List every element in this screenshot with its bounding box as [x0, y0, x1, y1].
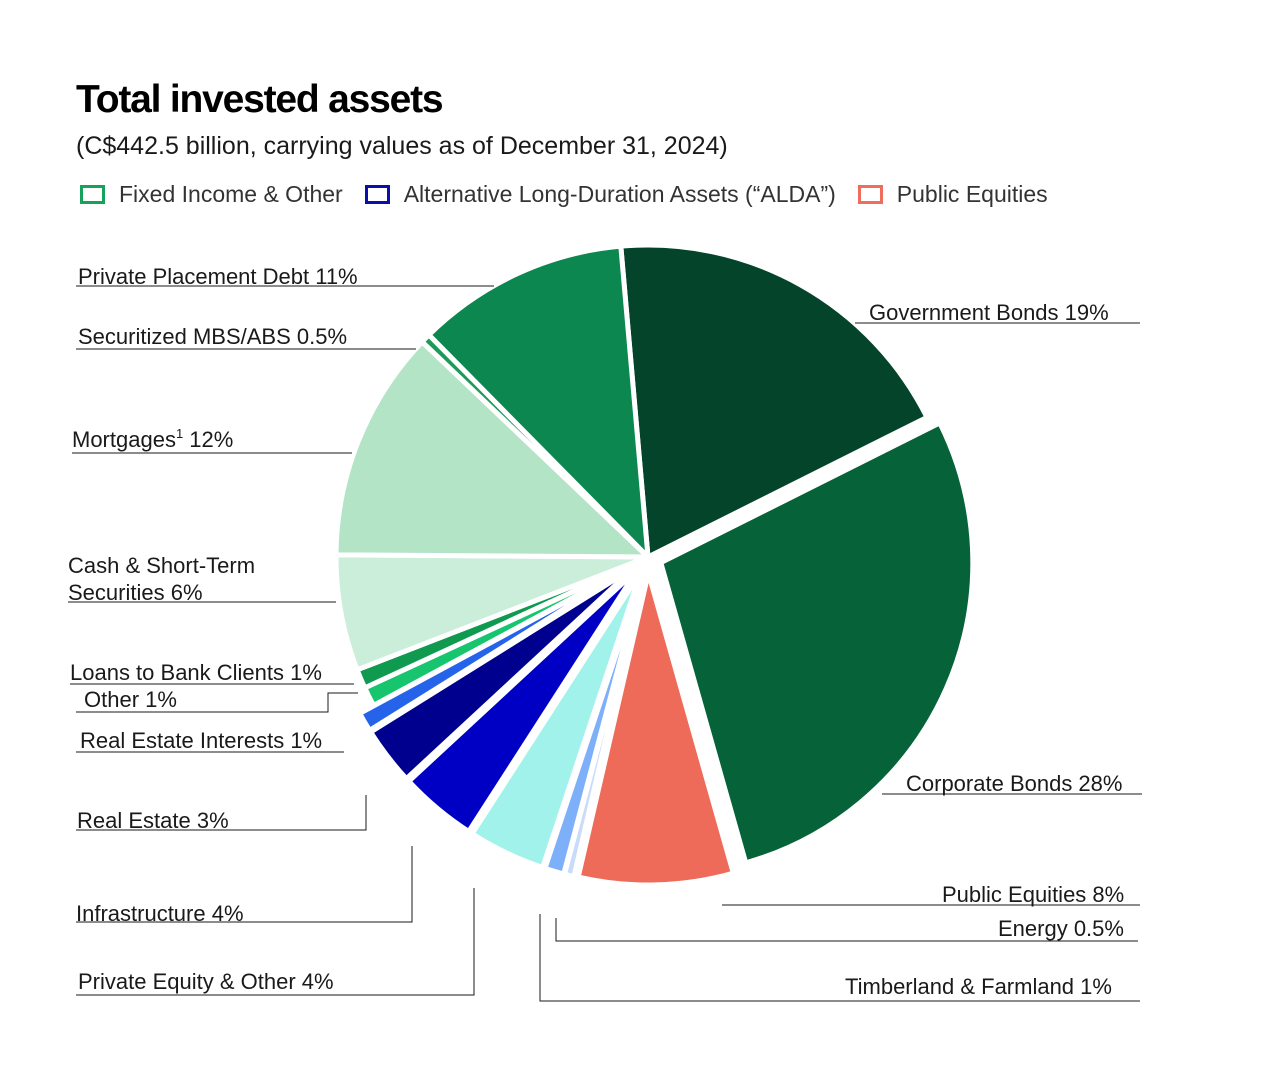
pie-slice-1: [658, 420, 976, 866]
legend-item-fixed-income: Fixed Income & Other: [80, 181, 343, 208]
slice-label-securitized-mbs-abs: Securitized MBS/ABS 0.5%: [78, 324, 347, 349]
pie-slice-5: [469, 568, 644, 870]
slice-label-other: Other 1%: [84, 687, 177, 712]
legend-label-public-equities: Public Equities: [896, 181, 1048, 207]
slice-label-real-estate: Real Estate 3%: [77, 808, 229, 833]
pie-slice-4: [542, 569, 646, 877]
legend: Fixed Income & Other Alternative Long-Du…: [80, 181, 1070, 208]
slice-label-real-estate-interests: Real Estate Interests 1%: [80, 728, 322, 753]
slice-label-government-bonds: Government Bonds 19%: [869, 300, 1109, 325]
pie-slice-8: [357, 562, 637, 733]
slice-label-mortgages: Mortgages1 12%: [72, 426, 233, 452]
legend-item-public-equities: Public Equities: [857, 181, 1048, 208]
pie-slice-6: [406, 566, 641, 835]
chart-title: Total invested assets: [76, 78, 444, 121]
leader-infrastructure: [76, 846, 413, 923]
chart-subtitle: (C$442.5 billion, carrying values as of …: [76, 132, 728, 160]
leader-energy: [555, 918, 1138, 942]
leader-private-equity-other: [76, 888, 475, 996]
legend-item-alda: Alternative Long-Duration Assets (“ALDA”…: [364, 181, 836, 208]
slice-label-cash-line2: Securities 6%: [68, 580, 203, 605]
slice-label-public-equities: Public Equities 8%: [942, 882, 1124, 907]
legend-label-fixed-income: Fixed Income & Other: [119, 181, 343, 207]
slice-label-energy: Energy 0.5%: [998, 916, 1124, 941]
leader-other: [76, 692, 358, 713]
pie-slice-0: [618, 242, 930, 560]
leader-lines: [68, 285, 1142, 1002]
leader-timberland-farmland: [539, 914, 1140, 1002]
slice-label-loans-to-bank-clients: Loans to Bank Clients 1%: [70, 660, 322, 685]
legend-swatch-fixed-income: [80, 185, 105, 204]
slice-label-timberland-farmland: Timberland & Farmland 1%: [845, 974, 1112, 999]
pie-slice-2: [575, 570, 736, 888]
pie-slice-12: [333, 339, 651, 560]
slice-label-private-placement-debt: Private Placement Debt 11%: [78, 264, 358, 289]
slice-label-infrastructure: Infrastructure 4%: [76, 901, 244, 926]
leader-real-estate: [76, 795, 367, 831]
slice-label-corporate-bonds: Corporate Bonds 28%: [906, 771, 1122, 796]
legend-swatch-alda: [364, 185, 390, 204]
legend-swatch-public-equities: [857, 185, 883, 204]
slice-label-cash-line1: Cash & Short-Term: [68, 553, 255, 578]
slice-labels: Government Bonds 19% Corporate Bonds 28%…: [68, 264, 1124, 999]
legend-label-alda: Alternative Long-Duration Assets (“ALDA”…: [403, 181, 836, 207]
slice-label-cash-short-term: Cash & Short-Term Securities 6%: [68, 553, 261, 605]
pie-slices: [333, 242, 976, 888]
pie-slice-14: [426, 243, 651, 560]
slice-label-private-equity-other: Private Equity & Other 4%: [78, 969, 334, 994]
